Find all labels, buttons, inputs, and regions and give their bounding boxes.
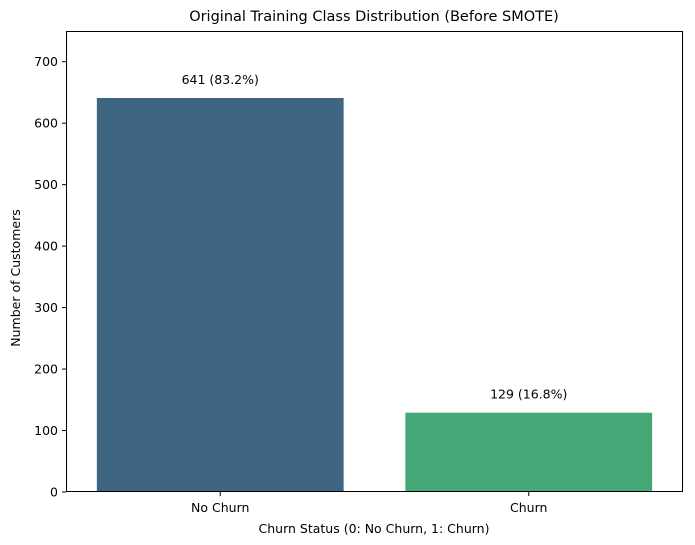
y-tick-label: 600	[34, 116, 58, 131]
y-tick-label: 400	[34, 239, 58, 254]
y-axis-ticks: 0 100 200 300 400 500 600 700	[34, 54, 66, 500]
x-tick-label: No Churn	[191, 500, 249, 515]
x-tick-label: Churn	[510, 500, 547, 515]
plot-area-frame	[66, 31, 683, 492]
y-tick-label: 500	[34, 177, 58, 192]
y-tick-label: 700	[34, 54, 58, 69]
bar-no-churn	[96, 97, 344, 493]
y-tick-label: 0	[50, 485, 58, 500]
bars-group	[96, 97, 653, 493]
y-axis-label: Number of Customers	[8, 209, 23, 346]
y-tick-label: 100	[34, 423, 58, 438]
data-labels-group: 641 (83.2%) 129 (16.8%)	[182, 72, 568, 402]
chart-title: Original Training Class Distribution (Be…	[189, 9, 559, 25]
data-label-churn: 129 (16.8%)	[490, 387, 567, 402]
bar-churn	[405, 412, 653, 492]
y-tick-label: 200	[34, 362, 58, 377]
x-axis-ticks: No Churn Churn	[191, 492, 547, 515]
y-tick-label: 300	[34, 300, 58, 315]
data-label-no-churn: 641 (83.2%)	[182, 72, 259, 87]
x-axis-label: Churn Status (0: No Churn, 1: Churn)	[259, 521, 490, 536]
